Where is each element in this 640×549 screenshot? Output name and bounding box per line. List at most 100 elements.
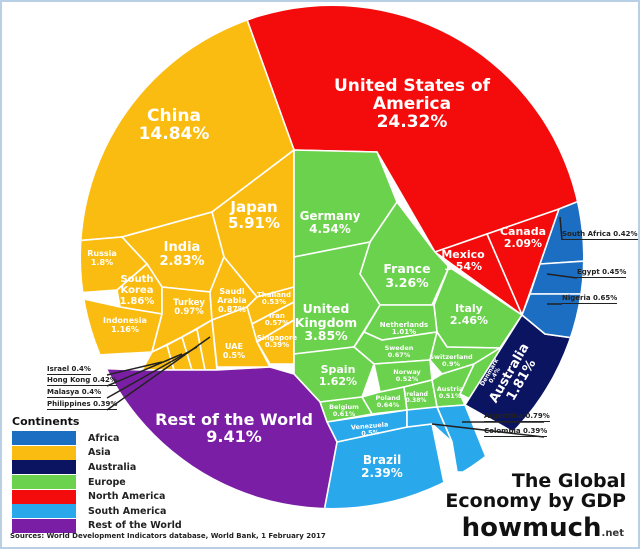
gdp-share: 0.53%: [261, 298, 287, 307]
country-name: Thailand: [257, 290, 291, 299]
gdp-share: 24.32%: [376, 112, 448, 133]
leader-line: [431, 423, 545, 438]
gdp-share: 5.91%: [227, 214, 281, 233]
country-name: Japan: [230, 198, 278, 216]
gdp-share: 0.5%: [222, 351, 246, 361]
label-egypt: Egypt 0.45%: [577, 268, 627, 278]
country-name: Norway: [393, 368, 421, 377]
label-turkey: Turkey 0.97%: [164, 297, 214, 317]
legend-swatch: [12, 460, 76, 475]
country-name: Nigeria: [562, 294, 591, 302]
gdp-share: 3.85%: [304, 328, 348, 343]
country-name: Turkey: [173, 297, 205, 308]
legend-label: Rest of the World: [88, 520, 182, 532]
gdp-share: 0.39%: [90, 400, 118, 408]
cell-south-africa: [538, 190, 583, 265]
label-philippines: Philippines 0.39%: [47, 400, 118, 410]
brand-logo: howmuch.net: [462, 513, 624, 543]
country-name: Saudi Arabia: [217, 287, 247, 306]
brand-much: much: [521, 513, 602, 543]
country-name: India: [163, 240, 201, 256]
label-nigeria: Nigeria 0.65%: [562, 294, 618, 304]
leader-line: [106, 361, 163, 376]
label-colombia: Colombia 0.39%: [484, 427, 548, 437]
country-name: Italy: [455, 301, 483, 315]
gdp-share: 0.52%: [395, 375, 419, 384]
country-name: Switzerland: [429, 353, 473, 362]
country-name: Austria: [436, 385, 464, 394]
label-argentina: Argentina 0.79%: [484, 412, 550, 422]
label-sweden: Sweden 0.67%: [374, 345, 424, 359]
label-canada: Canada 2.09%: [493, 224, 553, 250]
chart-title: The Global Economy by GDP: [445, 471, 626, 512]
gdp-share: 1.86%: [119, 295, 155, 307]
gdp-share: 0.79%: [523, 412, 550, 420]
label-south-africa: South Africa 0.42%: [562, 230, 638, 240]
legend-item: South America: [12, 504, 182, 519]
label-china: China 14.84%: [119, 105, 229, 144]
leader-line: [106, 353, 183, 387]
gdp-share: 0.61%: [332, 410, 356, 419]
gdp-share: 14.84%: [138, 123, 210, 144]
label-saudi-arabia: Saudi Arabia 0.87%: [210, 288, 255, 314]
gdp-share: 1.54%: [443, 259, 483, 273]
label-italy: Italy 2.46%: [439, 301, 499, 327]
country-name: Singapore: [256, 333, 298, 342]
country-name: Argentina: [484, 412, 524, 420]
gdp-share: 1.62%: [318, 374, 358, 388]
label-switzerland: Switzerland 0.9%: [426, 354, 476, 368]
country-name: Israel: [47, 365, 70, 373]
country-name: Colombia: [484, 427, 521, 435]
leader-line: [559, 216, 563, 241]
gdp-share: 1.8%: [90, 258, 114, 268]
country-name: China: [147, 105, 201, 126]
country-name: Hong Kong: [47, 376, 91, 384]
label-austria: Austria 0.51%: [433, 386, 467, 400]
country-name: Malasya: [47, 388, 80, 396]
leader-line: [546, 273, 578, 279]
leader-line: [106, 336, 211, 411]
leader-line: [106, 346, 198, 399]
gdp-share: 2.09%: [503, 236, 543, 250]
gdp-share: 0.39%: [264, 341, 290, 350]
label-norway: Norway 0.52%: [382, 369, 432, 383]
label-uae: UAE 0.5%: [214, 343, 254, 360]
label-thailand: Thailand 0.53%: [254, 290, 294, 307]
label-poland: Poland 0.64%: [371, 395, 405, 409]
label-israel: Israel 0.4%: [47, 365, 91, 375]
label-germany: Germany 4.54%: [290, 209, 370, 236]
legend-swatch: [12, 445, 76, 460]
gdp-share: 2.83%: [159, 254, 205, 270]
legend-swatch: [12, 489, 76, 504]
country-name: Poland: [375, 394, 401, 403]
gdp-share: 0.87%: [218, 304, 246, 314]
gdp-share: 0.42%: [610, 230, 638, 238]
label-singapore: Singapore 0.39%: [256, 333, 298, 350]
legend-item: Australia: [12, 460, 182, 475]
cell-mexico: [433, 233, 524, 318]
country-name: Ireland: [404, 390, 428, 398]
legend-label: South America: [88, 505, 167, 517]
label-south-korea: South Korea 1.86%: [115, 274, 160, 307]
country-name: Indonesia: [103, 316, 147, 326]
title-line-2: Economy by GDP: [445, 489, 626, 512]
legend-item: North America: [12, 489, 182, 504]
country-name: Belgium: [329, 403, 359, 412]
legend-label: Australia: [88, 461, 137, 473]
label-united-kingdom: United Kingdom 3.85%: [289, 302, 364, 343]
legend-swatch: [12, 518, 76, 533]
cell-colombia: [406, 406, 453, 443]
gdp-share: 0.65%: [590, 294, 618, 302]
label-brazil: Brazil 2.39%: [347, 453, 417, 480]
label-united-states-of-america: United States of America 24.32%: [327, 76, 497, 133]
legend-item: Rest of the World: [12, 518, 182, 534]
brand-how: how: [461, 513, 522, 543]
country-name: Spain: [320, 362, 356, 376]
legend-item: Africa: [12, 431, 182, 446]
country-name: Canada: [499, 224, 547, 238]
gdp-share: 1.16%: [111, 325, 139, 335]
label-belgium: Belgium 0.61%: [324, 404, 364, 418]
gdp-share: 0.97%: [174, 306, 204, 317]
